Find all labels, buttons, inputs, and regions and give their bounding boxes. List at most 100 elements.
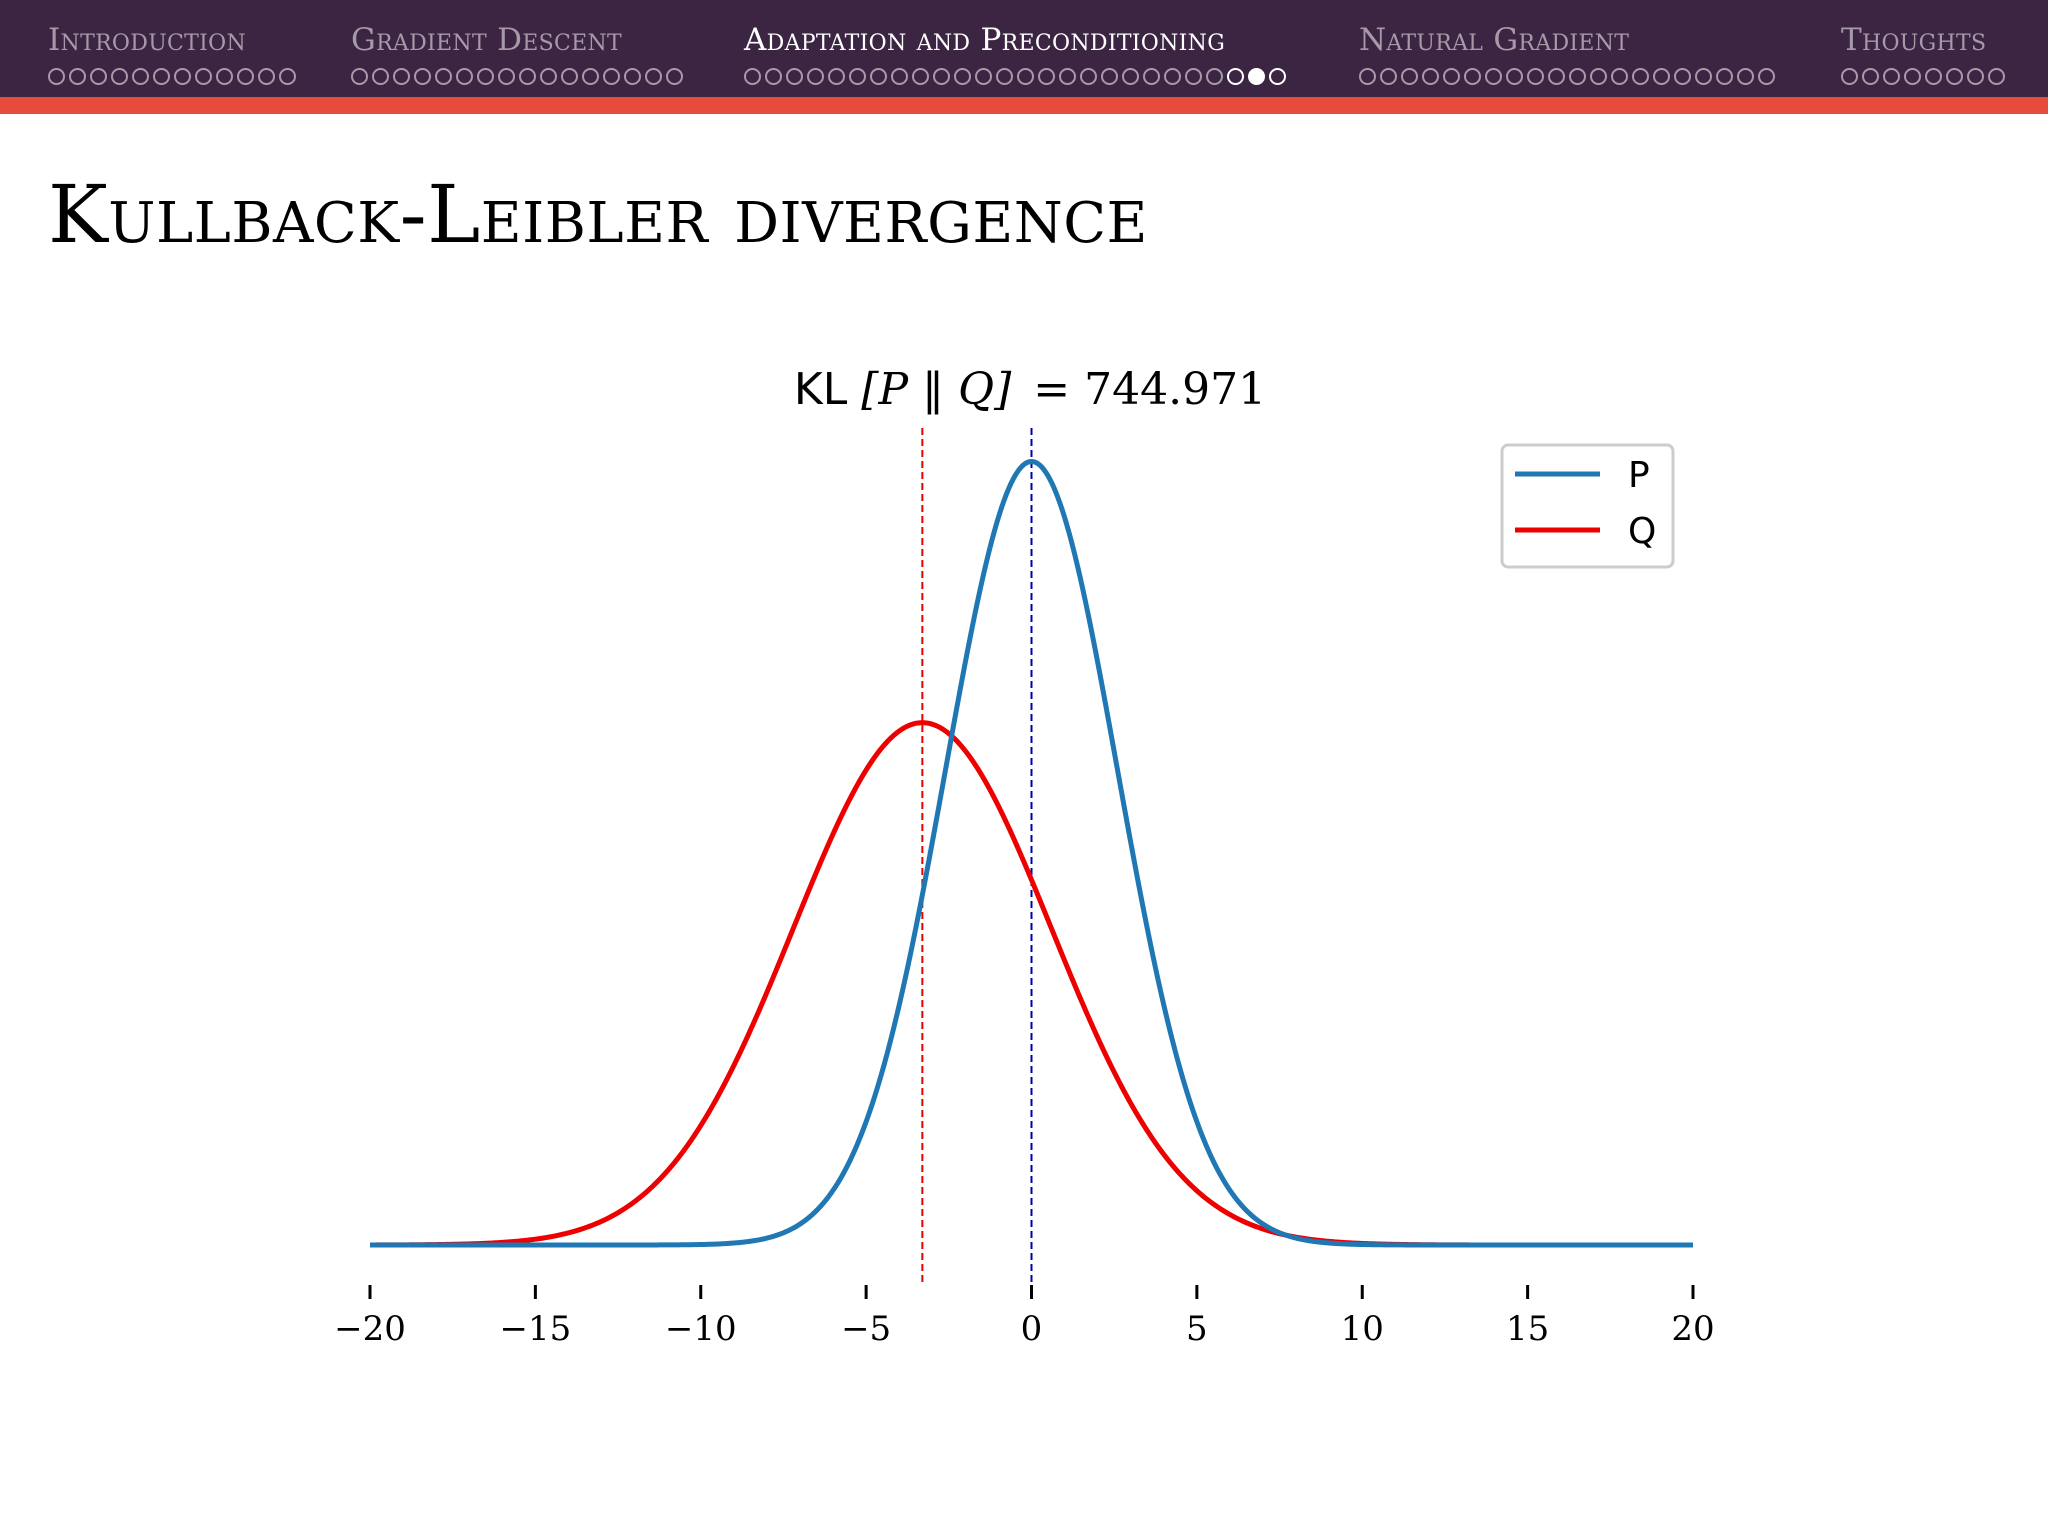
nav-slide-dot[interactable]: [807, 68, 824, 85]
chart-title-prefix: KL: [794, 364, 848, 415]
nav-slide-dot[interactable]: [258, 68, 275, 85]
x-tick-label: −5: [841, 1309, 891, 1349]
nav-slide-dot[interactable]: [1401, 68, 1418, 85]
nav-slide-dot[interactable]: [132, 68, 149, 85]
nav-slide-dot[interactable]: [456, 68, 473, 85]
nav-slide-dot[interactable]: [1674, 68, 1691, 85]
nav-slide-dot[interactable]: [1422, 68, 1439, 85]
nav-section-label[interactable]: Thoughts: [1841, 22, 1987, 58]
nav-slide-dot[interactable]: [1632, 68, 1649, 85]
nav-slide-dot[interactable]: [1611, 68, 1628, 85]
nav-slide-dot[interactable]: [1590, 68, 1607, 85]
nav-section-label[interactable]: Gradient Descent: [351, 22, 622, 58]
nav-slide-dot[interactable]: [1185, 68, 1202, 85]
nav-slide-dot[interactable]: [1122, 68, 1139, 85]
nav-slide-dot[interactable]: [1967, 68, 1984, 85]
chart-title: KL [P ‖ Q] = 744.971: [794, 364, 1266, 415]
series-line-p: [369, 459, 1694, 1248]
nav-slide-dot[interactable]: [1862, 68, 1879, 85]
nav-slide-dot[interactable]: [1841, 68, 1858, 85]
nav-slide-dot[interactable]: [645, 68, 662, 85]
density-curves: [369, 459, 1694, 1248]
nav-slide-dot[interactable]: [1038, 68, 1055, 85]
nav-slide-dot[interactable]: [624, 68, 641, 85]
nav-slide-dot[interactable]: [519, 68, 536, 85]
nav-slide-dot[interactable]: [1227, 68, 1244, 85]
nav-slide-dot[interactable]: [153, 68, 170, 85]
nav-slide-dot[interactable]: [1988, 68, 2005, 85]
nav-slide-dot[interactable]: [582, 68, 599, 85]
nav-slide-dot[interactable]: [216, 68, 233, 85]
nav-slide-dot[interactable]: [195, 68, 212, 85]
nav-slide-dot[interactable]: [912, 68, 929, 85]
nav-slide-dot[interactable]: [1164, 68, 1181, 85]
nav-slide-dot[interactable]: [393, 68, 410, 85]
nav-slide-dot[interactable]: [498, 68, 515, 85]
nav-slide-dot[interactable]: [1883, 68, 1900, 85]
nav-slide-dot[interactable]: [414, 68, 431, 85]
x-tick-label: −20: [334, 1309, 406, 1349]
nav-slide-dot[interactable]: [174, 68, 191, 85]
nav-slide-dot[interactable]: [1143, 68, 1160, 85]
nav-slide-dot[interactable]: [849, 68, 866, 85]
nav-slide-dot[interactable]: [1506, 68, 1523, 85]
nav-slide-dot[interactable]: [1653, 68, 1670, 85]
nav-slide-dot[interactable]: [111, 68, 128, 85]
nav-slide-dot[interactable]: [1101, 68, 1118, 85]
nav-slide-dot[interactable]: [372, 68, 389, 85]
nav-slide-dot[interactable]: [744, 68, 761, 85]
nav-slide-dot[interactable]: [1443, 68, 1460, 85]
nav-slide-dot[interactable]: [1206, 68, 1223, 85]
nav-slide-dot[interactable]: [996, 68, 1013, 85]
nav-slide-dot[interactable]: [1485, 68, 1502, 85]
nav-slide-dot[interactable]: [1925, 68, 1942, 85]
x-tick-label: −10: [665, 1309, 737, 1349]
nav-slide-dot[interactable]: [1946, 68, 1963, 85]
nav-slide-dot[interactable]: [351, 68, 368, 85]
nav-section-label[interactable]: Adaptation and Preconditioning: [744, 22, 1226, 58]
nav-slide-dot[interactable]: [786, 68, 803, 85]
nav-slide-dot[interactable]: [1527, 68, 1544, 85]
nav-slide-dot[interactable]: [1737, 68, 1754, 85]
nav-section-label[interactable]: Natural Gradient: [1359, 22, 1630, 58]
nav-slide-dot[interactable]: [1380, 68, 1397, 85]
nav-slide-dots: [351, 68, 683, 85]
nav-slide-dot[interactable]: [1059, 68, 1076, 85]
nav-slide-dot[interactable]: [603, 68, 620, 85]
nav-slide-dot[interactable]: [540, 68, 557, 85]
nav-slide-dot[interactable]: [1269, 68, 1286, 85]
nav-slide-dot[interactable]: [1017, 68, 1034, 85]
nav-slide-dot[interactable]: [975, 68, 992, 85]
nav-slide-dot[interactable]: [891, 68, 908, 85]
nav-slide-dot[interactable]: [1464, 68, 1481, 85]
nav-slide-dot[interactable]: [1248, 68, 1265, 85]
legend-label-p: P: [1628, 455, 1650, 496]
nav-slide-dot[interactable]: [1569, 68, 1586, 85]
nav-slide-dot[interactable]: [1359, 68, 1376, 85]
nav-slide-dot[interactable]: [870, 68, 887, 85]
nav-slide-dots: [1841, 68, 2005, 85]
nav-slide-dot[interactable]: [279, 68, 296, 85]
nav-slide-dot[interactable]: [477, 68, 494, 85]
nav-slide-dot[interactable]: [765, 68, 782, 85]
nav-slide-dot[interactable]: [561, 68, 578, 85]
nav-slide-dot[interactable]: [1080, 68, 1097, 85]
nav-slide-dot[interactable]: [1548, 68, 1565, 85]
chart-title-value: = 744.971: [1033, 364, 1266, 415]
nav-slide-dot[interactable]: [69, 68, 86, 85]
nav-slide-dot[interactable]: [666, 68, 683, 85]
nav-slide-dot[interactable]: [48, 68, 65, 85]
nav-slide-dot[interactable]: [954, 68, 971, 85]
nav-slide-dot[interactable]: [435, 68, 452, 85]
nav-slide-dot[interactable]: [1695, 68, 1712, 85]
nav-slide-dot[interactable]: [237, 68, 254, 85]
nav-slide-dot[interactable]: [933, 68, 950, 85]
nav-slide-dot[interactable]: [90, 68, 107, 85]
nav-slide-dot[interactable]: [1904, 68, 1921, 85]
nav-slide-dot[interactable]: [828, 68, 845, 85]
nav-slide-dot[interactable]: [1758, 68, 1775, 85]
slide-title: Kullback-Leibler divergence: [48, 168, 1148, 261]
nav-section-label[interactable]: Introduction: [48, 22, 247, 58]
nav-slide-dot[interactable]: [1716, 68, 1733, 85]
nav-slide-dots: [48, 68, 296, 85]
